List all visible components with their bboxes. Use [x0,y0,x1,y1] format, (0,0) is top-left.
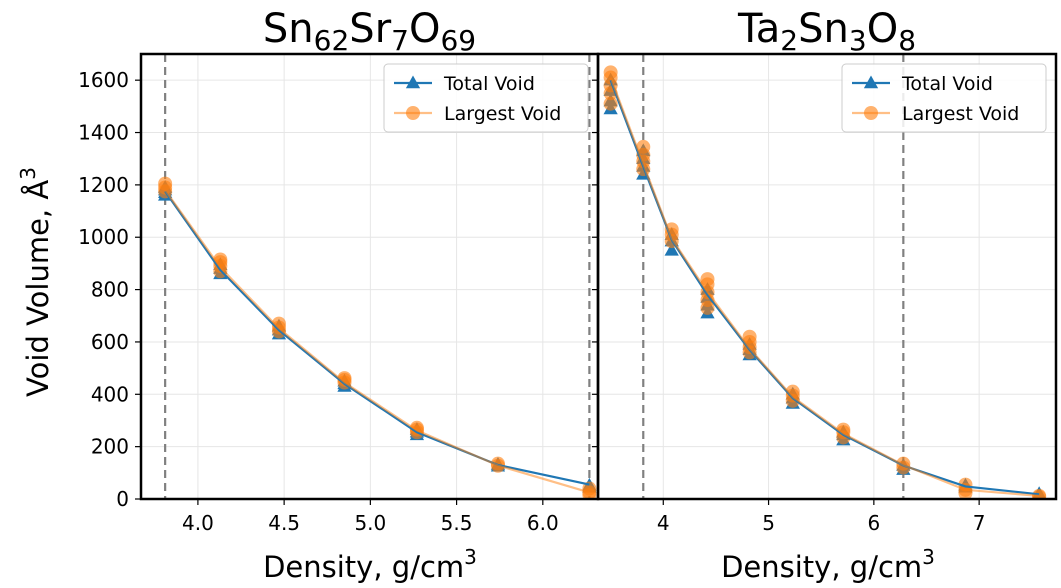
x-tick-label: 7 [973,511,986,535]
panels: 0 200 400 600 800 1000 1200 1400 1600 4.0 4.5 5.0 5.… [78,6,1058,535]
y-tick-label: 1400 [78,121,129,145]
y-tick-label: 1000 [78,225,129,249]
chart-title-subscript: 7 [391,24,409,57]
largest-void-point [158,176,173,191]
x-tick-label: 5.5 [441,511,473,535]
chart-title-text: O [409,6,440,52]
legend-entry-label: Largest Void [902,103,1019,125]
legend-box [383,63,589,133]
x-axis-label-right: Density, g/cm3 [721,545,935,584]
total-void-line [609,79,1040,496]
y-tick-label: 1600 [78,68,129,92]
x-tick-label: 6 [867,511,880,535]
legend-entry-label: Total Void [443,73,535,95]
x-tick-label: 4 [657,511,670,535]
chart-title-text: O [867,6,898,52]
chart-panel-2: 4 5 6 7 Ta2Sn3O8 Total Void Largest Void [592,6,1058,535]
x-tick-label: 4.0 [182,511,214,535]
y-axis-label: Void Volume, Å3 [16,167,55,397]
largest-void-point [742,329,757,344]
plot-area [158,54,597,499]
y-tick-label: 800 [91,278,129,302]
largest-void-point [700,272,715,287]
y-tick-label: 600 [91,330,129,354]
y-tick-label: 0 [116,487,129,511]
x-axis-label-left: Density, g/cm3 [263,545,477,584]
y-tick-label: 1200 [78,173,129,197]
total-void-line [164,190,590,486]
legend: Total Void Largest Void [841,63,1047,133]
chart-title-subscript: 8 [898,24,916,57]
x-axis-label-right-text: Density, g/cm [721,550,922,584]
largest-void-point [603,96,618,111]
chart-title: Ta2Sn3O8 [737,6,916,57]
legend-total-marker [405,75,421,89]
legend-entry-label: Largest Void [444,103,561,125]
x-tick-label: 5 [762,511,775,535]
chart-panel-1: 0 200 400 600 800 1000 1200 1400 1600 4.0 4.5 5.0 5.… [78,6,600,535]
legend-entry-label: Total Void [901,73,993,95]
legend-largest-marker [406,106,420,120]
chart-title-subscript: 69 [440,24,476,57]
largest-void-line [609,77,1040,497]
total-void-point [664,242,679,256]
x-axis-label-left-text: Density, g/cm [263,550,464,584]
legend-box [841,63,1047,133]
largest-void-point [636,139,651,154]
plot-area [603,54,1047,499]
x-axis-label-left-superscript: 3 [464,545,477,569]
plot-frame [596,52,1058,501]
chart-title-text: Sn [798,6,849,52]
chart-title: Sn62Sr7O69 [263,6,476,57]
largest-void-point [603,65,618,80]
chart-title-subscript: 3 [849,24,867,57]
chart-title-subscript: 62 [314,24,350,57]
y-axis-label-text: Void Volume, Å [21,180,55,397]
chart-title-text: Sr [349,6,391,52]
chart-title-text: Sn [263,6,314,52]
y-tick-label: 200 [91,435,129,459]
x-axis-label-right-superscript: 3 [922,545,935,569]
largest-void-line [164,189,590,494]
chart-title-subscript: 2 [780,24,798,57]
legend: Total Void Largest Void [383,63,589,133]
legend-largest-marker [864,106,878,120]
y-tick-label: 400 [91,382,129,406]
x-tick-label: 5.0 [354,511,386,535]
y-axis-label-superscript: 3 [16,167,40,180]
x-tick-label: 6.0 [527,511,559,535]
legend-total-marker [863,75,879,89]
chart-title-text: Ta [737,6,780,52]
x-tick-label: 4.5 [268,511,300,535]
